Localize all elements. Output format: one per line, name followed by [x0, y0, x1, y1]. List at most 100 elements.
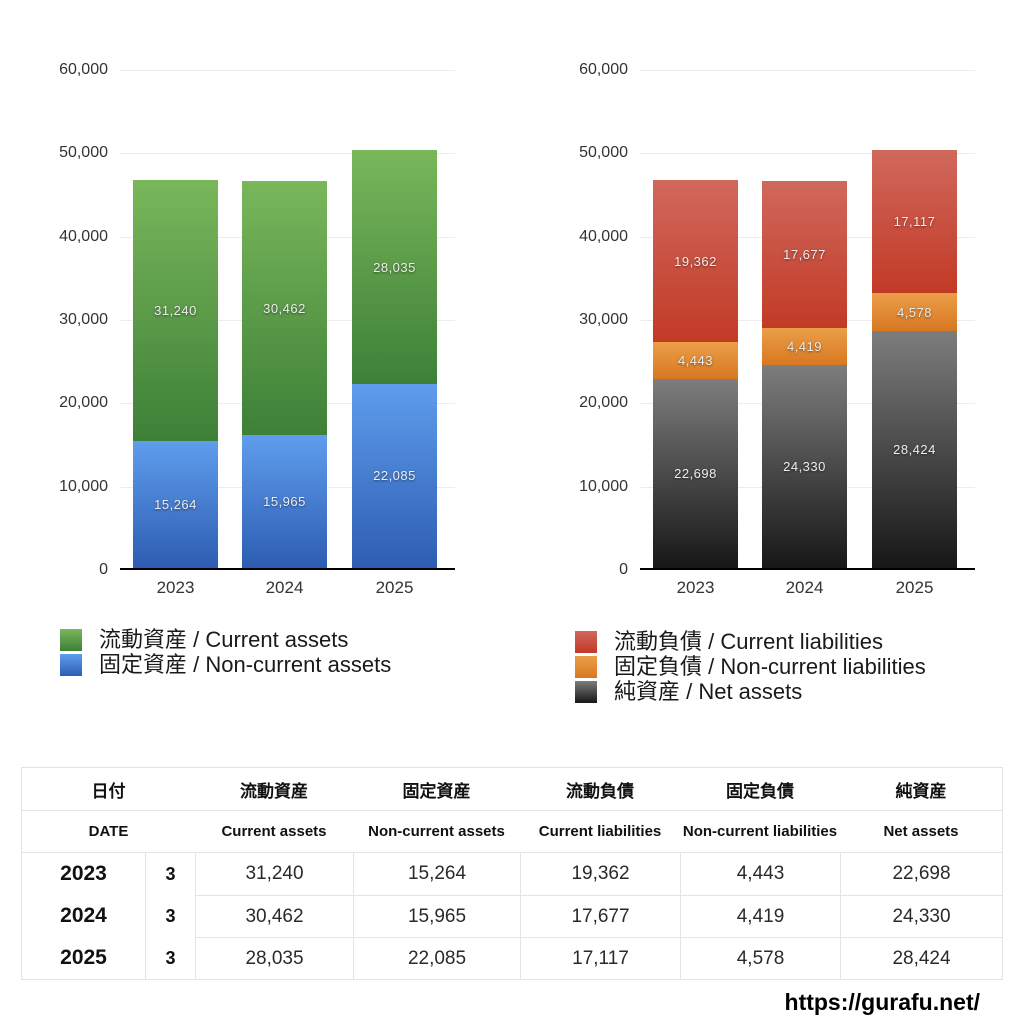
table-header-jp: 流動負債: [520, 768, 680, 811]
bar-segment: 30,462: [242, 181, 327, 435]
y-axis-tick: 20,000: [579, 394, 628, 412]
table-value-cell: 28,424: [840, 937, 1002, 979]
table-year-cell: 2023: [60, 862, 107, 885]
table-value-cell: 4,578: [680, 937, 840, 979]
site-url-watermark: https://gurafu.net/: [784, 989, 980, 1015]
bar-segment: 28,035: [352, 150, 437, 384]
y-axis-tick: 40,000: [579, 227, 628, 245]
table-year-cell: 2024: [60, 904, 107, 927]
table-value-cell: 17,117: [520, 937, 680, 979]
legend-item: 固定負債 / Non-current liabilities: [575, 654, 926, 679]
liabilities-chart: 22,698 4,443 19,362 24,330 4,419 17,677 28,424…: [550, 61, 980, 680]
y-axis-tick: 40,000: [59, 227, 108, 245]
bar-segment: 15,965: [242, 434, 327, 568]
y-axis-tick: 50,000: [59, 144, 108, 162]
y-axis-tick: 10,000: [59, 477, 108, 495]
bar-segment: 4,419: [762, 328, 847, 366]
table-header-jp: 流動資産: [195, 768, 353, 811]
bar-value-label: 22,698: [674, 465, 717, 481]
bar-value-label: 31,240: [154, 303, 197, 319]
bar-segment: 4,443: [653, 341, 738, 379]
bar-value-label: 28,035: [373, 259, 416, 275]
legend-label: 純資産 / Net assets: [614, 679, 803, 704]
bar-segment: 31,240: [133, 180, 218, 441]
y-axis-tick: 0: [619, 561, 628, 578]
y-axis-tick: 20,000: [59, 394, 108, 412]
table-value-cell: 17,677: [520, 895, 680, 937]
table-value-cell: 22,085: [353, 937, 520, 979]
table-header-en: Non-current liabilities: [680, 811, 840, 853]
y-axis-tick: 60,000: [579, 61, 628, 78]
x-axis-label: 2023: [676, 578, 715, 597]
table-header-en: Current assets: [195, 811, 353, 853]
bar-segment: 17,117: [872, 150, 957, 293]
gridline: [640, 153, 975, 155]
table-value-cell: 4,419: [680, 895, 840, 937]
bar-value-label: 17,677: [783, 247, 826, 263]
assets-plot-area: 15,264 31,240 15,965 30,462 22,085 28,035: [120, 70, 455, 570]
bar-value-label: 22,085: [373, 468, 416, 484]
table-value-cell: 15,965: [353, 895, 520, 937]
bar-segment: 22,085: [352, 383, 437, 568]
x-axis-label: 2025: [895, 578, 934, 597]
legend-swatch: [60, 628, 82, 651]
balance-sheet-table: 日付 流動資産 固定資産 流動負債 固定負債 純資産 DATE Current assets N…: [21, 767, 1003, 980]
table-value-cell: 30,462: [195, 895, 353, 937]
legend-label: 流動資産 / Current assets: [99, 627, 349, 652]
legend-label: 流動負債 / Current liabilities: [614, 629, 883, 654]
table-value-cell: 24,330: [840, 895, 1002, 937]
legend-swatch: [575, 630, 597, 653]
assets-legend: 流動資産 / Current assets 固定資産 / Non-current …: [60, 627, 391, 677]
legend-item: 純資産 / Net assets: [575, 679, 926, 704]
bar-segment: 24,330: [762, 365, 847, 568]
legend-item: 流動資産 / Current assets: [60, 627, 391, 652]
bar-value-label: 15,264: [154, 496, 197, 512]
x-axis-label: 2024: [265, 578, 304, 597]
table-value-cell: 4,443: [680, 853, 840, 895]
table-header-en: Non-current assets: [353, 811, 520, 853]
y-axis-tick: 60,000: [59, 61, 108, 78]
table-header-jp: 固定負債: [680, 768, 840, 811]
table-month-cell: 3: [145, 853, 195, 895]
gridline: [640, 70, 975, 71]
legend-swatch: [60, 653, 82, 676]
y-axis-tick: 0: [99, 561, 108, 578]
y-axis-tick: 50,000: [579, 144, 628, 162]
bar-value-label: 15,965: [263, 493, 306, 509]
table-value-cell: 22,698: [840, 853, 1002, 895]
table-value-cell: 31,240: [195, 853, 353, 895]
table-month-cell: 3: [145, 895, 195, 937]
table-header-jp: 固定資産: [353, 768, 520, 811]
bar-segment: 15,264: [133, 440, 218, 568]
bar-segment: 17,677: [762, 181, 847, 329]
legend-item: 固定資産 / Non-current assets: [60, 652, 391, 677]
gridline: [120, 153, 455, 155]
bar-value-label: 17,117: [893, 214, 936, 230]
table-header-jp: 純資産: [840, 768, 1002, 811]
legend-swatch: [575, 655, 597, 678]
table-value-cell: 28,035: [195, 937, 353, 979]
legend-label: 固定資産 / Non-current assets: [99, 652, 392, 677]
table-value-cell: 15,264: [353, 853, 520, 895]
x-axis-label: 2024: [785, 578, 824, 597]
bar-segment: 19,362: [653, 180, 738, 342]
liabilities-plot-area: 22,698 4,443 19,362 24,330 4,419 17,677 28,424…: [640, 70, 975, 570]
bar-segment: 28,424: [872, 331, 957, 568]
table-header-date-en: DATE: [22, 811, 195, 853]
y-axis-tick: 10,000: [579, 477, 628, 495]
table-header-date-jp: 日付: [22, 768, 195, 811]
table-month-cell: 3: [145, 937, 195, 979]
y-axis-tick: 30,000: [579, 311, 628, 328]
bar-segment: 22,698: [653, 378, 738, 568]
table-value-cell: 19,362: [520, 853, 680, 895]
bar-value-label: 4,578: [896, 304, 933, 320]
bar-value-label: 24,330: [783, 459, 826, 475]
legend-swatch: [575, 680, 597, 703]
bar-value-label: 19,362: [674, 253, 717, 269]
assets-chart: 15,264 31,240 15,965 30,462 22,085 28,035 0 10…: [30, 61, 460, 680]
liabilities-legend: 流動負債 / Current liabilities 固定負債 / Non-cur…: [575, 629, 926, 704]
bar-value-label: 4,443: [677, 352, 714, 368]
x-axis-label: 2023: [156, 578, 195, 597]
bar-value-label: 30,462: [263, 300, 306, 316]
